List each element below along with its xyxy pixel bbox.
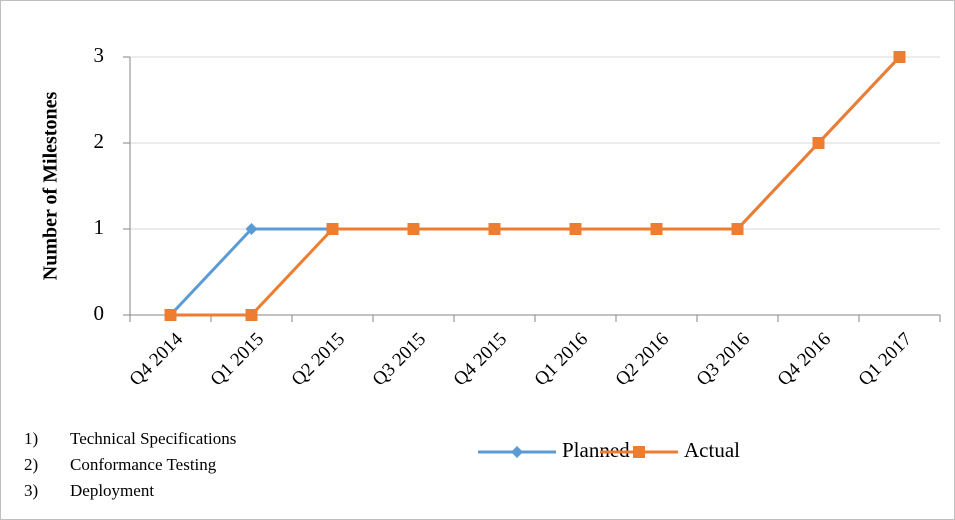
- note-number: 1): [24, 429, 38, 448]
- legend-label: Actual: [684, 438, 740, 462]
- marker: [650, 223, 663, 235]
- y-tick-label: 2: [94, 129, 105, 153]
- marker: [893, 51, 906, 63]
- note-text: Deployment: [70, 481, 154, 500]
- note-number: 3): [24, 481, 38, 500]
- marker: [326, 223, 339, 235]
- note-number: 2): [24, 455, 38, 474]
- note-text: Conformance Testing: [70, 455, 217, 474]
- y-tick-label: 1: [94, 215, 105, 239]
- note-text: Technical Specifications: [70, 429, 236, 448]
- marker: [569, 223, 582, 235]
- legend-marker: [511, 446, 523, 458]
- y-tick-label: 0: [94, 301, 105, 325]
- marker: [245, 223, 258, 235]
- marker: [245, 309, 258, 321]
- legend-label: Planned: [562, 438, 630, 462]
- marker: [731, 223, 744, 235]
- y-axis-title: Number of Milestones: [40, 92, 62, 281]
- marker: [407, 223, 420, 235]
- legend-marker: [633, 446, 645, 458]
- marker: [488, 223, 501, 235]
- marker: [164, 309, 177, 321]
- marker: [812, 137, 825, 149]
- series-line: [170, 55, 901, 317]
- y-tick-label: 3: [94, 43, 105, 67]
